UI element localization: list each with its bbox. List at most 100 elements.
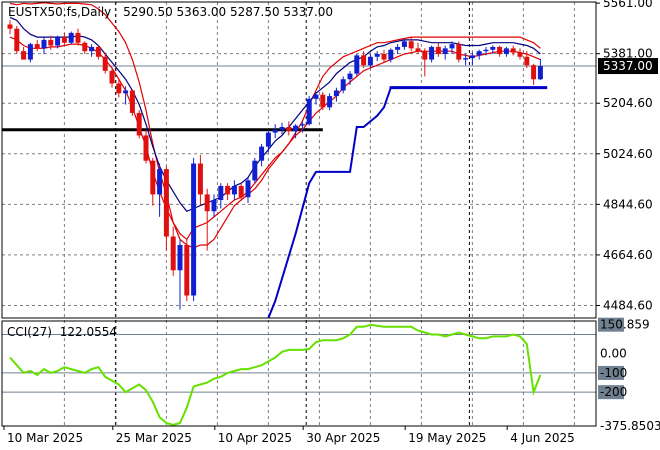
y-tick-label: 5381.00 [603, 47, 653, 61]
candle-body [252, 160, 258, 181]
cci-tick-label: 150.859 [600, 318, 650, 332]
moving-average-line-3 [267, 86, 541, 319]
cci-panel-border [1, 320, 597, 427]
cci-title: CCI(27) 122.0554 [7, 325, 117, 339]
candle-body [14, 28, 20, 52]
cci-name: CCI(27) [7, 325, 52, 339]
candle-body [170, 236, 176, 271]
candle-body [184, 244, 190, 296]
candle-body [333, 90, 339, 97]
candle-body [177, 244, 183, 271]
candle-body [61, 37, 67, 43]
candle-body [531, 65, 537, 80]
x-tick-label: 19 May 2025 [408, 431, 486, 445]
candle-body [136, 112, 142, 136]
candle-body [82, 42, 88, 52]
current-price-badge [598, 58, 658, 75]
candle-body [123, 90, 129, 94]
candle-body [469, 55, 475, 59]
candle-body [265, 132, 271, 147]
x-tick-label: 25 Mar 2025 [116, 431, 192, 445]
candle-body [340, 79, 346, 91]
candle-body [238, 185, 244, 198]
candle-body [320, 94, 326, 108]
x-tick-label: 10 Mar 2025 [7, 431, 83, 445]
candle-body [34, 44, 40, 49]
chart-frame [1, 1, 597, 427]
candle-body [476, 51, 482, 56]
candle-body [68, 32, 74, 43]
candle-body [89, 46, 95, 52]
candle-body [395, 46, 401, 50]
candle-body [537, 66, 543, 80]
candle-body [27, 44, 33, 60]
x-tick-label: 4 Jun 2025 [510, 431, 575, 445]
candle-body [75, 32, 81, 43]
candle-body [7, 24, 13, 29]
candle-body [435, 46, 441, 54]
cci-tick-label: -375.8503 [600, 419, 660, 433]
cci-line [9, 323, 542, 426]
candle-body [401, 41, 407, 47]
candle-body [327, 96, 333, 108]
candle-body [503, 48, 509, 54]
candles [7, 20, 543, 310]
candle-body [388, 49, 394, 60]
candle-body [41, 39, 47, 49]
candle-body [95, 46, 101, 57]
candle-body [381, 53, 387, 60]
candle-body [524, 56, 530, 66]
candle-body [102, 56, 108, 71]
candle-body [129, 90, 135, 113]
candle-body [299, 124, 305, 126]
candle-body [456, 44, 462, 60]
cci-tick-label: -200 [600, 385, 627, 399]
candle-body [408, 41, 414, 49]
candle-body [150, 160, 156, 195]
candle-body [374, 53, 380, 57]
cci-level-badge [598, 385, 624, 400]
candle-body [218, 185, 224, 201]
candle-body [204, 194, 210, 212]
candle-body [157, 169, 163, 195]
candle-body [510, 48, 516, 53]
candle-body [272, 129, 278, 133]
candle-body [483, 49, 489, 52]
y-tick-label: 5561.00 [603, 0, 653, 10]
candle-body [354, 55, 360, 74]
candle-body [211, 200, 217, 212]
cci-tick-label: -100 [600, 366, 627, 380]
candle-body [422, 51, 428, 60]
cci-level-badge [598, 365, 624, 380]
candle-body [442, 48, 448, 54]
cci-tick-label: 0.00 [600, 347, 627, 361]
y-tick-label: 5204.60 [603, 96, 653, 110]
candle-body [367, 56, 373, 66]
candle-body [109, 70, 115, 84]
candle-body [449, 44, 455, 49]
candle-body [415, 48, 421, 52]
candle-body [497, 46, 503, 54]
candle-body [306, 98, 312, 125]
y-tick-label: 5024.60 [603, 147, 653, 161]
candle-body [259, 146, 265, 161]
candle-body [116, 83, 122, 94]
y-tick-label: 4664.60 [603, 248, 653, 262]
candle-body [286, 126, 292, 132]
candle-body [197, 163, 203, 195]
current-price-label: 5337.00 [603, 59, 653, 73]
y-tick-label: 4484.60 [603, 298, 653, 312]
chart-header: EUSTX50.fs,Daily 5290.50 5363.00 5287.50… [8, 5, 333, 19]
symbol-label: EUSTX50.fs,Daily [8, 5, 111, 19]
cci-value: 122.0554 [60, 325, 117, 339]
candle-body [463, 58, 469, 60]
candle-body [225, 185, 231, 195]
cci-indicator [2, 323, 596, 426]
candle-body [163, 169, 169, 237]
candle-body [191, 163, 197, 296]
price-panel-border [1, 1, 597, 319]
candle-body [231, 185, 237, 195]
axes: 5561.00 5381.00 5204.60 5024.60 4844.60 4664.… [3, 0, 660, 445]
candle-body [279, 126, 285, 130]
